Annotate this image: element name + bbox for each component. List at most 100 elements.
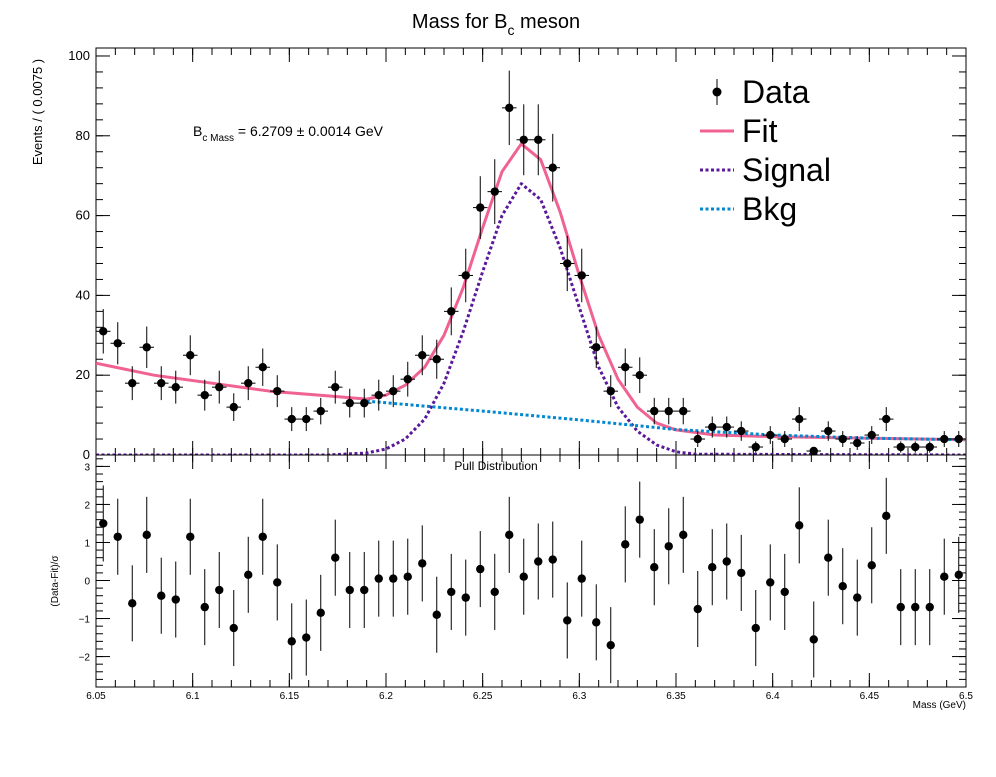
y-tick-label: 100	[68, 48, 90, 63]
pull-point	[157, 591, 166, 600]
y-tick-label: −1	[79, 615, 91, 626]
y-tick-label: 2	[84, 500, 90, 511]
pull-point	[650, 562, 659, 572]
data-point	[925, 442, 934, 452]
legend-label: Data	[742, 74, 810, 110]
pull-point	[954, 570, 963, 580]
data-point	[563, 259, 572, 268]
y-tick-label: 0	[84, 577, 90, 588]
pull-point	[621, 540, 630, 549]
data-point	[780, 434, 789, 444]
pull-point	[215, 585, 224, 595]
pull-point	[229, 623, 238, 633]
pull-point	[99, 519, 108, 528]
pull-point	[447, 587, 456, 597]
x-tick-label: 6.25	[473, 691, 493, 702]
data-point	[505, 103, 514, 113]
data-point	[693, 434, 702, 444]
legend-label: Fit	[742, 113, 778, 149]
data-point	[157, 378, 166, 388]
pull-point	[403, 572, 412, 581]
y-tick-label: 3	[84, 462, 90, 473]
data-point	[316, 406, 325, 416]
data-point	[461, 271, 470, 280]
pull-point	[838, 582, 847, 591]
pull-point	[345, 585, 354, 595]
pull-point	[867, 561, 876, 570]
bottom-plot-frame	[95, 454, 967, 688]
pull-point	[940, 572, 949, 581]
y-tick-label: −2	[79, 653, 91, 664]
data-point	[635, 370, 644, 380]
data-point	[664, 406, 673, 416]
data-point	[577, 271, 586, 280]
y-tick-label: 20	[76, 367, 90, 382]
y-tick-label: 1	[84, 538, 90, 549]
data-point	[838, 434, 847, 444]
x-tick-label: 6.2	[379, 691, 393, 702]
data-point	[679, 406, 688, 416]
data-point	[708, 422, 717, 432]
y-tick-label: 60	[76, 208, 90, 223]
x-tick-label: 6.05	[86, 691, 106, 702]
pull-point	[432, 610, 441, 619]
pull-point	[360, 585, 369, 595]
top-panel: 0 20 40 60 80 100	[68, 47, 967, 462]
x-tick-label: 6.1	[186, 691, 200, 702]
pull-panel-title: Pull Distribution	[454, 459, 537, 473]
pull-point	[708, 562, 717, 572]
mass-annotation: Bc Mass = 6.2709 ± 0.0014 GeV	[193, 123, 384, 144]
data-point	[548, 163, 557, 172]
bkg-curve	[366, 399, 966, 442]
y-tick-label: 0	[83, 447, 90, 462]
data-point	[447, 307, 456, 316]
fit-curve	[96, 142, 966, 442]
data-point	[606, 386, 615, 396]
pull-point	[824, 553, 833, 562]
pull-point	[563, 616, 572, 625]
pull-point	[142, 530, 151, 540]
data-point	[171, 382, 180, 392]
pull-point	[548, 555, 557, 564]
pull-point	[331, 553, 340, 562]
x-axis-label: Mass (GeV)	[913, 700, 966, 711]
pull-point	[795, 521, 804, 530]
data-point	[809, 446, 818, 455]
data-point	[954, 434, 963, 444]
pull-point	[171, 595, 180, 604]
bottom-plot-area	[99, 477, 963, 684]
data-point	[99, 327, 108, 336]
y-tick-label: 40	[76, 287, 90, 302]
pull-point	[505, 530, 514, 540]
data-point	[432, 355, 441, 364]
pull-point	[635, 515, 644, 524]
legend-label: Bkg	[742, 191, 797, 227]
signal-curve	[96, 182, 966, 455]
bottom-panel: −2 −1 0 1 2 3 6.05 6.1 6.15 6.2 6.25 6.3 6.35 6.4 6.45…	[79, 454, 973, 702]
data-point	[911, 442, 920, 452]
pull-point	[113, 532, 122, 541]
data-point	[200, 390, 209, 400]
chart-title: Mass for Bc meson	[412, 11, 580, 38]
pull-point	[751, 623, 760, 633]
pull-point	[534, 557, 543, 566]
bottom-y-axis-label: (Data-Fit)/σ	[50, 555, 61, 607]
data-point	[215, 382, 224, 392]
pull-point	[664, 542, 673, 551]
x-tick-label: 6.5	[959, 691, 973, 702]
data-point	[737, 426, 746, 436]
pull-point	[911, 602, 920, 612]
data-point	[389, 386, 398, 396]
data-point	[418, 351, 427, 360]
pull-point	[925, 602, 934, 612]
pull-point	[577, 574, 586, 583]
pull-point	[128, 599, 137, 608]
pull-point	[273, 578, 282, 587]
data-point	[621, 363, 630, 372]
data-point	[345, 398, 354, 408]
data-point	[229, 402, 238, 412]
data-point	[331, 382, 340, 392]
